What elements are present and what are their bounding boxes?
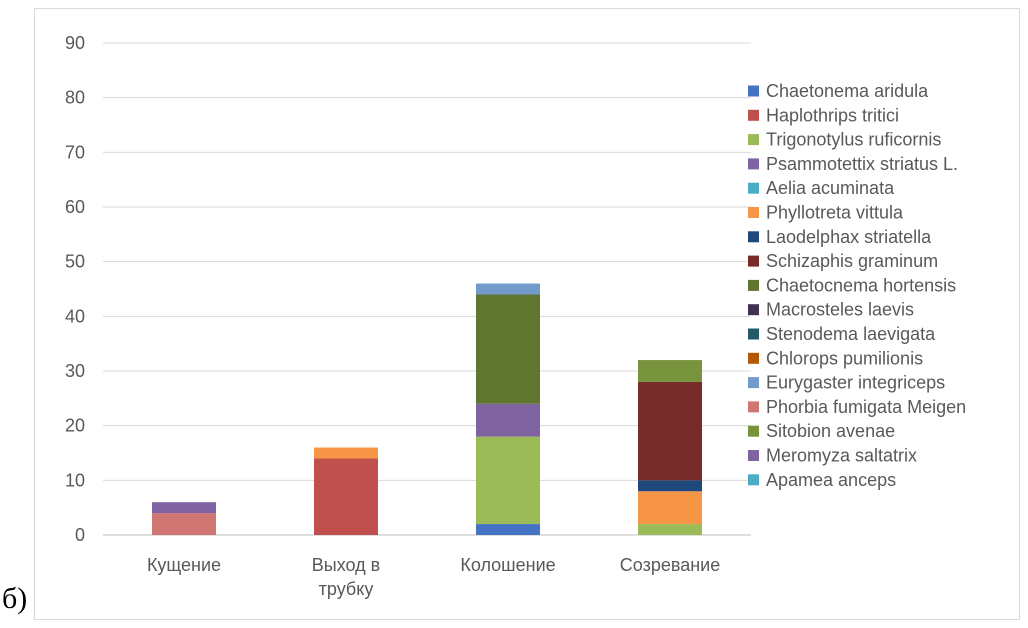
bar-segment	[476, 524, 540, 535]
legend-swatch	[748, 255, 759, 267]
bar-segment	[638, 524, 702, 535]
bar-segment	[152, 502, 216, 514]
y-tick-label: 30	[65, 361, 85, 381]
legend-label: Laodelphax striatella	[766, 227, 932, 247]
legend-swatch	[748, 85, 759, 97]
legend-swatch	[748, 109, 759, 121]
x-category-label: трубку	[319, 579, 374, 599]
legend-swatch	[748, 328, 759, 340]
bar-segment	[476, 436, 540, 525]
legend-label: Phorbia fumigata Meigen	[766, 397, 966, 417]
y-tick-label: 80	[65, 88, 85, 108]
y-tick-label: 60	[65, 197, 85, 217]
bar-segment	[314, 447, 378, 459]
legend-swatch	[748, 279, 759, 291]
bar-segment	[314, 458, 378, 535]
legend-label: Chaetocnema hortensis	[766, 275, 956, 295]
legend-swatch	[748, 304, 759, 316]
y-tick-label: 40	[65, 306, 85, 326]
legend-swatch	[748, 207, 759, 218]
legend-swatch	[748, 425, 759, 437]
legend-swatch	[748, 158, 759, 170]
stacked-bar-chart: 0 10 20 30 40 50 60 70 80 90 Кущение Выход в трубку К…	[65, 33, 966, 599]
legend-label: Macrosteles laevis	[766, 300, 914, 320]
legend-label: Haplothrips tritici	[766, 105, 899, 125]
x-category-label: Колошение	[460, 555, 555, 575]
chart-frame: 0 10 20 30 40 50 60 70 80 90 Кущение Выход в трубку К…	[34, 8, 1020, 620]
y-tick-label: 50	[65, 252, 85, 272]
legend-label: Trigonotylus ruficornis	[766, 130, 941, 150]
y-tick-label: 0	[75, 525, 85, 545]
bar-segment	[638, 360, 702, 382]
legend-swatch	[748, 474, 759, 486]
bar-segment	[476, 283, 540, 295]
panel-label: б)	[2, 582, 28, 615]
bar-segment	[152, 513, 216, 535]
bar-segment	[476, 294, 540, 404]
legend-swatch	[748, 182, 759, 194]
legend-label: Meromyza saltatrix	[766, 446, 917, 466]
y-tick-label: 70	[65, 142, 85, 162]
legend-label: Eurygaster integriceps	[766, 373, 945, 393]
x-category-label: Выход в	[312, 555, 380, 575]
legend-label: Apamea anceps	[766, 470, 896, 490]
legend-swatch	[748, 377, 759, 389]
legend-label: Stenodema laevigata	[766, 324, 936, 344]
legend-label: Psammotettix striatus L.	[766, 154, 958, 174]
bar-segment	[638, 480, 702, 492]
legend-label: Sitobion avenae	[766, 421, 895, 441]
bar-segment	[638, 381, 702, 481]
bar-segment	[476, 403, 540, 437]
y-tick-label: 90	[65, 33, 85, 53]
y-tick-label: 20	[65, 416, 85, 436]
legend-label: Phyllotreta vittula	[766, 203, 904, 223]
legend-swatch	[748, 401, 759, 413]
legend-label: Schizaphis graminum	[766, 251, 938, 271]
legend-swatch	[748, 134, 759, 146]
x-category-label: Кущение	[147, 555, 221, 575]
y-tick-label: 10	[65, 470, 85, 490]
legend-swatch	[748, 450, 759, 461]
legend-swatch	[748, 352, 759, 364]
legend-label: Aelia acuminata	[766, 178, 895, 198]
x-category-label: Созревание	[620, 555, 720, 575]
legend-label: Chlorops pumilionis	[766, 348, 923, 368]
legend-label: Chaetonema aridula	[766, 81, 929, 101]
legend-swatch	[748, 231, 759, 243]
bar-segment	[638, 491, 702, 525]
